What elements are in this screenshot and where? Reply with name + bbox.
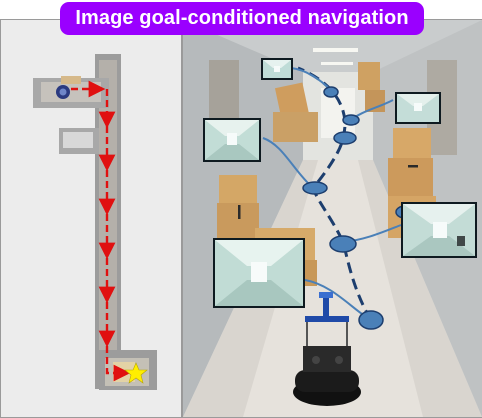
route-arrow [105, 346, 131, 382]
goal-image [261, 58, 293, 80]
waypoint [333, 131, 357, 145]
corridor-scene [182, 19, 482, 418]
waypoint [329, 235, 357, 253]
waypoint [323, 86, 339, 98]
goal-image [213, 238, 305, 308]
waypoint [302, 181, 328, 195]
map-svg [33, 54, 157, 390]
page-title: Image goal-conditioned navigation [60, 2, 424, 35]
route-arrows [71, 80, 131, 382]
waypoint [342, 114, 360, 126]
robot-icon [293, 292, 361, 406]
navigation-path [297, 66, 373, 321]
goal-image [395, 92, 441, 124]
waypoint [358, 310, 384, 330]
map-panel [0, 19, 182, 418]
goal-image [203, 118, 261, 162]
scene-svg [183, 20, 482, 417]
star-icon [124, 362, 148, 384]
robot-icon [56, 85, 70, 99]
goal-image [401, 202, 477, 258]
